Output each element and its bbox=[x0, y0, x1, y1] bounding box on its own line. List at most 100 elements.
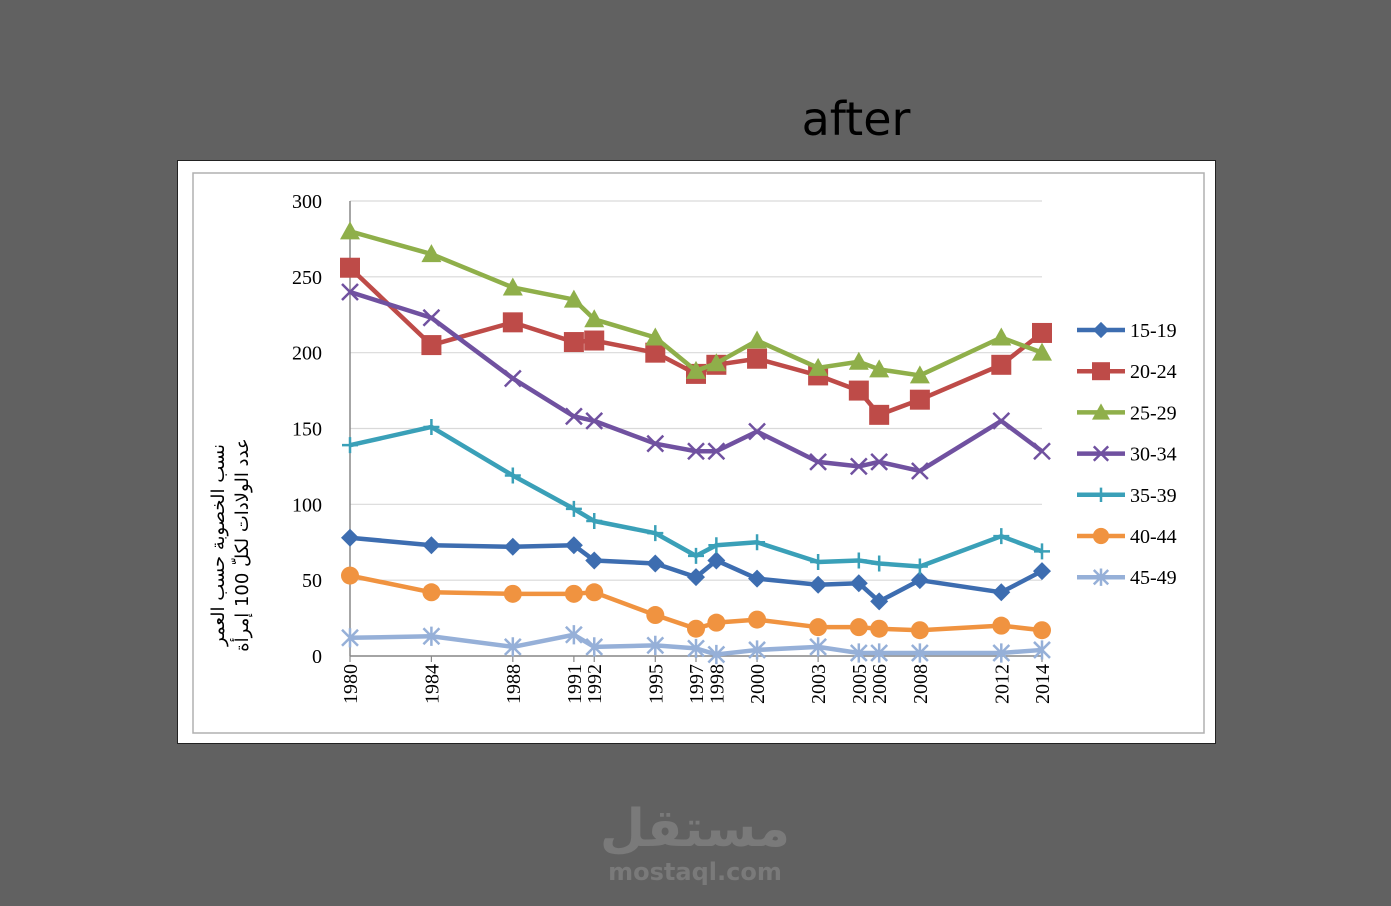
y-axis-label-line-2: عدد الولادات لكلّ 100 إمرأة bbox=[230, 438, 253, 652]
series-20-24 bbox=[340, 257, 1052, 425]
legend-label: 20-24 bbox=[1130, 361, 1177, 383]
data-point bbox=[1032, 322, 1052, 343]
legend-label: 45-49 bbox=[1130, 567, 1177, 589]
data-point bbox=[849, 643, 868, 663]
data-point bbox=[1032, 342, 1052, 361]
series-15-19 bbox=[341, 528, 1051, 611]
data-point bbox=[910, 643, 929, 663]
y-tick-label: 250 bbox=[292, 267, 322, 289]
data-point bbox=[422, 626, 441, 646]
data-point bbox=[502, 312, 523, 333]
data-point bbox=[909, 365, 930, 384]
data-point bbox=[565, 500, 582, 517]
data-point bbox=[810, 553, 827, 570]
data-point bbox=[504, 467, 521, 484]
data-point bbox=[646, 434, 665, 453]
series bbox=[340, 221, 1052, 665]
data-point bbox=[911, 558, 928, 575]
watermark-url: mostaql.com bbox=[608, 858, 782, 886]
x-tick-label: 2006 bbox=[869, 664, 891, 704]
data-point bbox=[1092, 568, 1110, 586]
data-point bbox=[645, 342, 666, 363]
data-point bbox=[910, 462, 929, 480]
data-point bbox=[647, 525, 664, 542]
data-point bbox=[585, 583, 604, 602]
data-point bbox=[340, 221, 360, 240]
data-point bbox=[341, 528, 359, 547]
data-point bbox=[1092, 321, 1110, 339]
x-tick-label: 1992 bbox=[584, 664, 606, 704]
data-point bbox=[687, 619, 705, 638]
legend-label: 15-19 bbox=[1130, 320, 1177, 342]
legend: 15-19 20-24 25-29 30-34 35-39 40-44 45-49 bbox=[1077, 320, 1177, 589]
data-point bbox=[909, 389, 930, 410]
data-point bbox=[1033, 562, 1051, 581]
data-point bbox=[809, 618, 828, 637]
x-tick-label: 1997 bbox=[686, 664, 708, 704]
data-point bbox=[706, 353, 727, 372]
data-point bbox=[1092, 403, 1110, 420]
data-point bbox=[687, 568, 705, 587]
data-point bbox=[748, 569, 767, 588]
data-point bbox=[585, 412, 604, 430]
data-point bbox=[586, 513, 603, 530]
data-point bbox=[503, 369, 522, 388]
data-point bbox=[910, 571, 929, 590]
data-point bbox=[707, 613, 726, 632]
data-point bbox=[421, 335, 442, 356]
data-point bbox=[850, 552, 867, 569]
data-point bbox=[870, 452, 889, 471]
data-point bbox=[871, 555, 888, 572]
series-30-34 bbox=[341, 283, 1051, 480]
x-tick-label: 1991 bbox=[564, 664, 586, 704]
data-point bbox=[645, 327, 666, 346]
data-point bbox=[421, 244, 442, 263]
data-point bbox=[809, 637, 828, 657]
legend-label: 25-29 bbox=[1130, 402, 1177, 424]
data-point bbox=[1033, 621, 1051, 640]
legend-entry: 15-19 bbox=[1077, 320, 1177, 342]
data-point bbox=[870, 643, 889, 663]
x-tick-label: 1998 bbox=[706, 664, 728, 704]
data-point bbox=[993, 528, 1010, 545]
data-point bbox=[1093, 487, 1109, 502]
legend-entry: 20-24 bbox=[1077, 361, 1177, 383]
data-point bbox=[849, 574, 868, 593]
data-point bbox=[340, 257, 360, 278]
legend-entry: 45-49 bbox=[1077, 567, 1177, 589]
data-point bbox=[749, 534, 766, 551]
y-tick-label: 150 bbox=[292, 419, 322, 441]
data-point bbox=[748, 610, 767, 629]
data-point bbox=[809, 452, 828, 471]
data-point bbox=[687, 638, 705, 659]
data-point bbox=[503, 537, 522, 556]
data-point bbox=[991, 327, 1012, 346]
data-point bbox=[992, 412, 1011, 430]
y-tick-label: 300 bbox=[292, 191, 322, 213]
y-axis-label-line-1: نسب الخصوبة حسب العمر bbox=[208, 444, 229, 647]
data-point bbox=[423, 418, 440, 435]
data-point bbox=[563, 289, 584, 308]
x-tick-label: 2005 bbox=[849, 664, 871, 704]
data-point bbox=[422, 308, 441, 327]
data-point bbox=[1092, 445, 1110, 462]
legend-entry: 25-29 bbox=[1077, 402, 1177, 424]
data-point bbox=[688, 547, 704, 564]
data-point bbox=[564, 584, 583, 603]
data-point bbox=[748, 422, 766, 441]
series-25-29 bbox=[340, 221, 1052, 384]
data-point bbox=[646, 635, 665, 655]
data-point bbox=[808, 357, 829, 376]
x-tick-label: 1980 bbox=[340, 664, 362, 704]
data-point bbox=[870, 592, 889, 611]
watermark: مستقل mostaql.com bbox=[560, 800, 830, 886]
data-point bbox=[503, 637, 522, 657]
legend-entry: 40-44 bbox=[1077, 526, 1177, 548]
legend-label: 40-44 bbox=[1130, 526, 1177, 548]
data-point bbox=[869, 404, 890, 425]
x-tick-label: 1995 bbox=[645, 664, 667, 704]
data-point bbox=[564, 536, 583, 555]
legend-entry: 30-34 bbox=[1077, 444, 1177, 466]
